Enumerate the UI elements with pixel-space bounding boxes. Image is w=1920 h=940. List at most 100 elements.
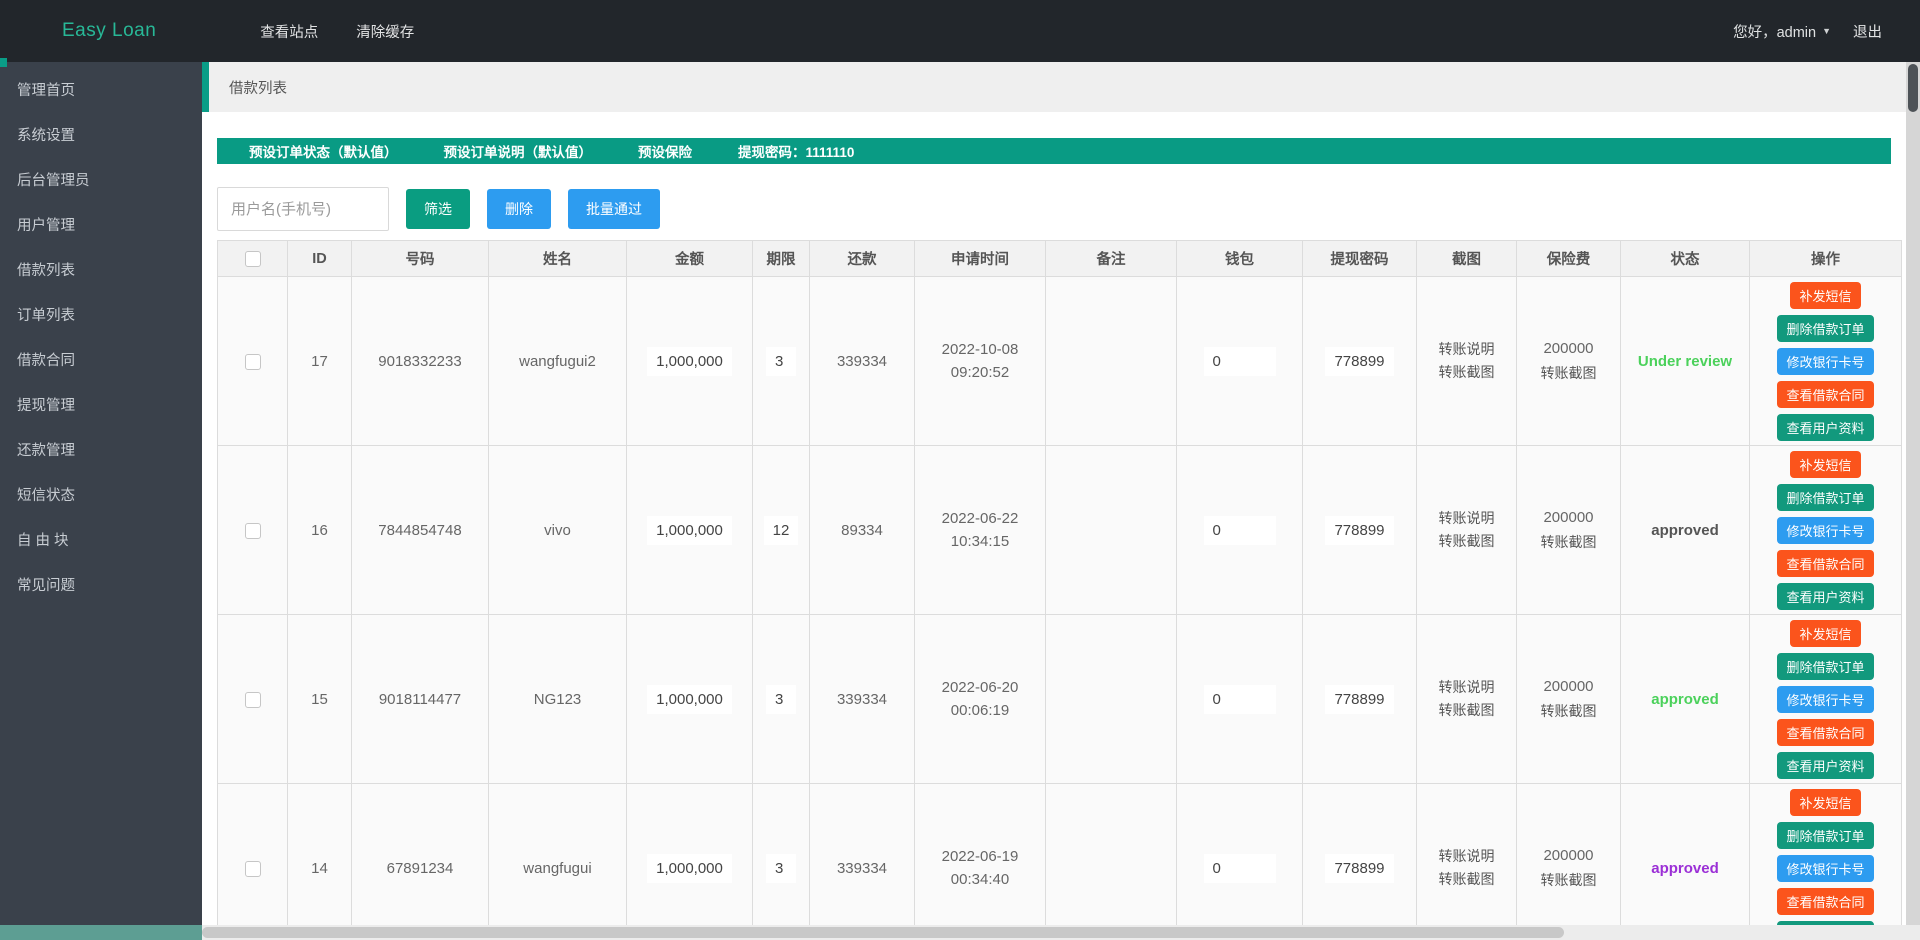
action-edit-bank-card-button[interactable]: 修改银行卡号 [1777, 854, 1874, 882]
status-text: approved [1651, 690, 1719, 708]
action-delete-loan-order-button[interactable]: 删除借款订单 [1777, 314, 1874, 342]
nav-view-site[interactable]: 查看站点 [260, 24, 319, 41]
horizontal-scrollbar-thumb[interactable] [202, 927, 1564, 938]
sidebar-item-faq[interactable]: 常见问题 [17, 578, 75, 594]
banner-preset-order-note[interactable]: 预设订单说明（默认值） [443, 145, 593, 160]
vertical-scrollbar-thumb[interactable] [1908, 64, 1918, 112]
action-edit-bank-card-button[interactable]: 修改银行卡号 [1777, 685, 1874, 713]
sidebar-item-backend-admins[interactable]: 后台管理员 [17, 173, 90, 189]
action-delete-loan-order-button[interactable]: 删除借款订单 [1777, 652, 1874, 680]
insurance-amount: 200000 [1543, 509, 1594, 527]
navbar-right: 您好，admin ▼ 退出 [1733, 21, 1882, 42]
wallet-field[interactable]: 0 [1203, 515, 1276, 545]
action-delete-loan-order-button[interactable]: 删除借款订单 [1777, 483, 1874, 511]
sidebar-item-system-settings[interactable]: 系统设置 [17, 128, 75, 144]
brand-logo[interactable]: Easy Loan [62, 20, 157, 41]
wallet-field[interactable]: 0 [1203, 684, 1276, 714]
withdraw-password-field[interactable]: 778899 [1325, 684, 1394, 714]
transfer-screenshot-link[interactable]: 转账截图 [1438, 871, 1495, 887]
banner-preset-order-status[interactable]: 预设订单状态（默认值） [249, 145, 398, 160]
action-view-loan-contract-button[interactable]: 查看借款合同 [1777, 718, 1874, 746]
sidebar-item-user-management[interactable]: 用户管理 [17, 218, 75, 234]
content: 预设订单状态（默认值） 预设订单说明（默认值） 预设保险 提现密码：111111… [202, 112, 1920, 940]
transfer-screenshot-link[interactable]: 转账截图 [1438, 533, 1495, 549]
amount-field[interactable]: 1,000,000 [647, 346, 732, 376]
navbar-links: 查看站点 清除缓存 [260, 21, 414, 42]
cell-apply-time: 2022-06-22 10:34:15 [914, 445, 1046, 615]
filter-row: 筛选 删除 批量通过 [217, 187, 1920, 231]
sidebar-item-loan-list[interactable]: 借款列表 [17, 263, 75, 279]
sidebar-item-repayment-management[interactable]: 还款管理 [17, 443, 75, 459]
amount-field[interactable]: 1,000,000 [647, 684, 732, 714]
transfer-note-link[interactable]: 转账说明 [1438, 847, 1495, 864]
cell-apply-time: 2022-06-19 00:34:40 [914, 783, 1046, 940]
action-view-loan-contract-button[interactable]: 查看借款合同 [1777, 887, 1874, 915]
horizontal-scrollbar[interactable] [0, 925, 1920, 940]
banner-preset-insurance[interactable]: 预设保险 [638, 145, 692, 160]
user-menu[interactable]: 您好，admin ▼ [1733, 21, 1831, 42]
delete-button[interactable]: 删除 [487, 189, 551, 229]
insurance-screenshot-link[interactable]: 转账截图 [1540, 533, 1597, 550]
transfer-note-link[interactable]: 转账说明 [1438, 509, 1495, 526]
action-edit-bank-card-button[interactable]: 修改银行卡号 [1777, 347, 1874, 375]
column-header-repayment: 还款 [809, 240, 915, 277]
main-area: 借款列表 预设订单状态（默认值） 预设订单说明（默认值） 预设保险 提现密码：1… [202, 62, 1920, 940]
term-field[interactable]: 3 [766, 684, 796, 714]
vertical-scrollbar[interactable] [1906, 62, 1920, 925]
cell-phone: 67891234 [351, 783, 489, 940]
action-resend-sms-button[interactable]: 补发短信 [1790, 619, 1861, 647]
wallet-field[interactable]: 0 [1203, 853, 1276, 883]
withdraw-password-field[interactable]: 778899 [1325, 853, 1394, 883]
insurance-screenshot-link[interactable]: 转账截图 [1540, 364, 1597, 381]
cell-repayment: 339334 [809, 614, 915, 784]
nav-clear-cache[interactable]: 清除缓存 [356, 24, 415, 41]
action-resend-sms-button[interactable]: 补发短信 [1790, 281, 1861, 309]
sidebar-item-admin-home[interactable]: 管理首页 [17, 83, 75, 99]
wallet-field[interactable]: 0 [1203, 346, 1276, 376]
term-field[interactable]: 3 [766, 346, 796, 376]
transfer-screenshot-link[interactable]: 转账截图 [1438, 702, 1495, 718]
row-checkbox[interactable] [244, 522, 261, 539]
batch-approve-button[interactable]: 批量通过 [568, 189, 660, 229]
column-header-actions: 操作 [1749, 240, 1902, 277]
action-view-user-profile-button[interactable]: 查看用户资料 [1777, 751, 1874, 779]
transfer-note-link[interactable]: 转账说明 [1438, 340, 1495, 357]
action-view-loan-contract-button[interactable]: 查看借款合同 [1777, 380, 1874, 408]
filter-button[interactable]: 筛选 [406, 189, 470, 229]
cell-name: wangfugui [488, 783, 627, 940]
search-input[interactable] [217, 187, 389, 231]
sidebar-item-order-list[interactable]: 订单列表 [17, 308, 75, 324]
breadcrumb-bar: 借款列表 [202, 62, 1920, 112]
transfer-screenshot-link[interactable]: 转账截图 [1438, 364, 1495, 380]
logout-button[interactable]: 退出 [1853, 24, 1882, 41]
cell-repayment: 339334 [809, 783, 915, 940]
select-all-checkbox[interactable] [244, 250, 261, 267]
action-resend-sms-button[interactable]: 补发短信 [1790, 450, 1861, 478]
transfer-note-link[interactable]: 转账说明 [1438, 678, 1495, 695]
insurance-screenshot-link[interactable]: 转账截图 [1540, 702, 1597, 719]
table-row: 15 9018114477 NG123 1,000,000 3 339334 2… [217, 614, 1902, 784]
amount-field[interactable]: 1,000,000 [647, 853, 732, 883]
sidebar-item-loan-contract[interactable]: 借款合同 [17, 353, 75, 369]
action-view-user-profile-button[interactable]: 查看用户资料 [1777, 582, 1874, 610]
sidebar-item-sms-status[interactable]: 短信状态 [17, 488, 75, 504]
sidebar-item-free-block[interactable]: 自 由 块 [17, 533, 69, 549]
action-resend-sms-button[interactable]: 补发短信 [1790, 788, 1861, 816]
row-checkbox[interactable] [244, 691, 261, 708]
cell-screenshot: 转账说明 转账截图 [1416, 783, 1517, 940]
action-delete-loan-order-button[interactable]: 删除借款订单 [1777, 821, 1874, 849]
insurance-screenshot-link[interactable]: 转账截图 [1540, 871, 1597, 888]
action-view-loan-contract-button[interactable]: 查看借款合同 [1777, 549, 1874, 577]
term-field[interactable]: 3 [766, 853, 796, 883]
column-header-wallet: 钱包 [1176, 240, 1303, 277]
sidebar-item-withdrawal-management[interactable]: 提现管理 [17, 398, 75, 414]
amount-field[interactable]: 1,000,000 [647, 515, 732, 545]
action-view-user-profile-button[interactable]: 查看用户资料 [1777, 413, 1874, 441]
withdraw-password-field[interactable]: 778899 [1325, 346, 1394, 376]
row-checkbox[interactable] [244, 353, 261, 370]
term-field[interactable]: 12 [763, 515, 799, 545]
withdraw-password-field[interactable]: 778899 [1325, 515, 1394, 545]
row-checkbox[interactable] [244, 860, 261, 877]
action-edit-bank-card-button[interactable]: 修改银行卡号 [1777, 516, 1874, 544]
